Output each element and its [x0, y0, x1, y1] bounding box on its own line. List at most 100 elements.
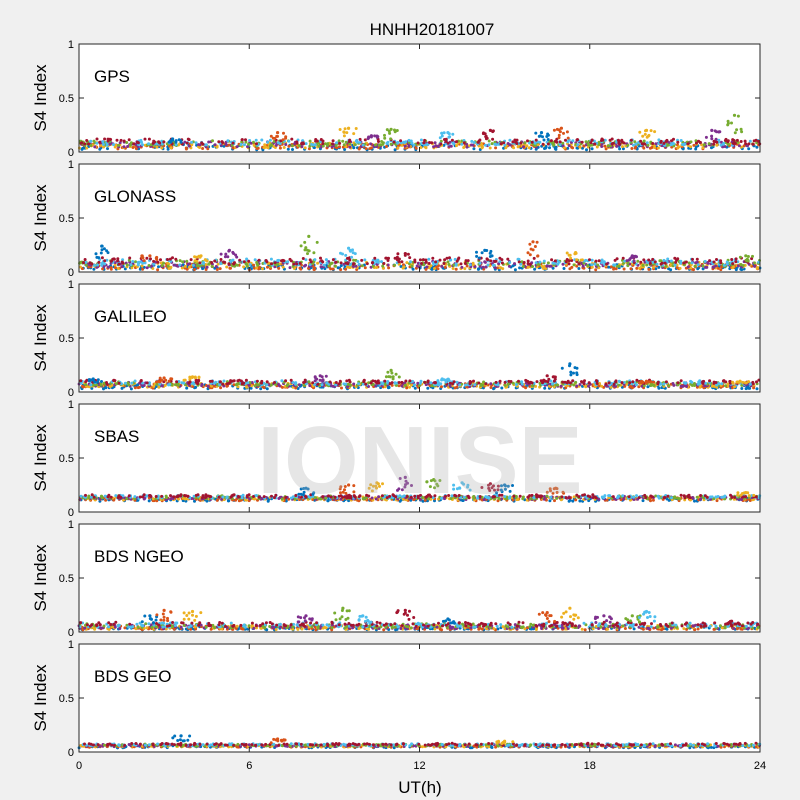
data-point — [436, 379, 440, 383]
data-point — [384, 256, 388, 260]
data-point — [514, 383, 518, 386]
data-point — [282, 131, 285, 135]
data-point — [629, 267, 633, 271]
y-tick-label: 0 — [68, 387, 74, 399]
data-point — [337, 382, 341, 386]
data-point — [739, 127, 743, 131]
data-point — [569, 373, 573, 377]
data-point — [141, 267, 145, 271]
data-point — [667, 384, 671, 388]
data-point — [489, 382, 493, 386]
data-point — [386, 263, 390, 267]
data-point — [175, 380, 179, 384]
data-point — [560, 366, 564, 370]
data-point — [455, 380, 459, 384]
data-point — [334, 144, 338, 147]
data-point — [487, 143, 491, 147]
data-point — [546, 261, 550, 265]
data-point — [529, 247, 533, 251]
data-point — [615, 144, 619, 148]
peak-point — [630, 254, 634, 258]
data-point — [380, 260, 383, 264]
data-point — [244, 138, 247, 142]
data-point — [534, 131, 538, 135]
data-point — [303, 146, 307, 150]
data-point — [102, 247, 106, 251]
data-point — [227, 262, 231, 266]
data-point — [287, 144, 291, 148]
data-point — [580, 140, 584, 144]
data-point — [95, 137, 99, 141]
data-point — [689, 379, 693, 383]
data-point — [99, 251, 103, 255]
data-point — [555, 140, 559, 144]
data-point — [133, 386, 137, 390]
data-point — [561, 380, 565, 384]
data-point — [708, 259, 712, 263]
data-point — [716, 266, 720, 270]
data-point — [395, 255, 399, 259]
data-point — [307, 147, 311, 151]
data-point — [641, 499, 645, 503]
data-point — [659, 140, 663, 144]
data-point — [472, 141, 476, 144]
data-point — [219, 262, 223, 266]
data-point — [413, 260, 417, 264]
data-point — [268, 138, 272, 142]
peak-point — [531, 240, 535, 244]
data-point — [178, 259, 182, 263]
data-point — [676, 140, 680, 144]
data-point — [254, 138, 258, 142]
data-point — [105, 381, 108, 384]
data-point — [744, 258, 748, 262]
data-point — [413, 383, 416, 387]
data-point — [247, 384, 251, 387]
data-point — [641, 263, 645, 267]
data-point — [648, 146, 652, 150]
data-point — [391, 375, 395, 379]
data-point — [207, 140, 211, 144]
data-point — [125, 141, 129, 144]
data-point — [281, 265, 285, 269]
data-point — [130, 381, 134, 385]
data-point — [674, 260, 678, 264]
data-point — [436, 267, 440, 271]
data-point — [528, 242, 532, 246]
data-point — [344, 253, 348, 257]
data-point — [544, 145, 548, 149]
data-point — [523, 141, 527, 145]
data-point — [313, 258, 317, 262]
data-point — [751, 254, 754, 258]
data-point — [427, 257, 431, 261]
data-point — [512, 146, 516, 150]
data-point — [408, 379, 412, 383]
data-point — [547, 377, 551, 381]
data-point — [469, 143, 473, 147]
data-point — [404, 379, 408, 383]
data-point — [635, 266, 639, 270]
data-point — [493, 260, 497, 263]
data-point — [265, 383, 269, 387]
data-point — [664, 380, 668, 384]
data-point — [532, 256, 536, 260]
data-point — [608, 494, 612, 498]
data-point — [100, 380, 103, 383]
data-point — [97, 256, 101, 260]
data-point — [298, 261, 302, 265]
data-point — [610, 137, 614, 141]
data-point — [215, 268, 219, 271]
peak-point — [644, 379, 649, 383]
data-point — [440, 385, 443, 389]
data-point — [145, 381, 149, 385]
data-point — [386, 380, 390, 383]
data-point — [338, 141, 342, 145]
data-point — [710, 134, 714, 138]
data-point — [484, 143, 487, 147]
data-point — [117, 262, 121, 266]
data-point — [388, 375, 392, 379]
data-point — [403, 383, 407, 387]
data-point — [81, 384, 84, 388]
data-point — [556, 262, 560, 266]
data-point — [616, 138, 620, 142]
data-point — [388, 131, 392, 135]
